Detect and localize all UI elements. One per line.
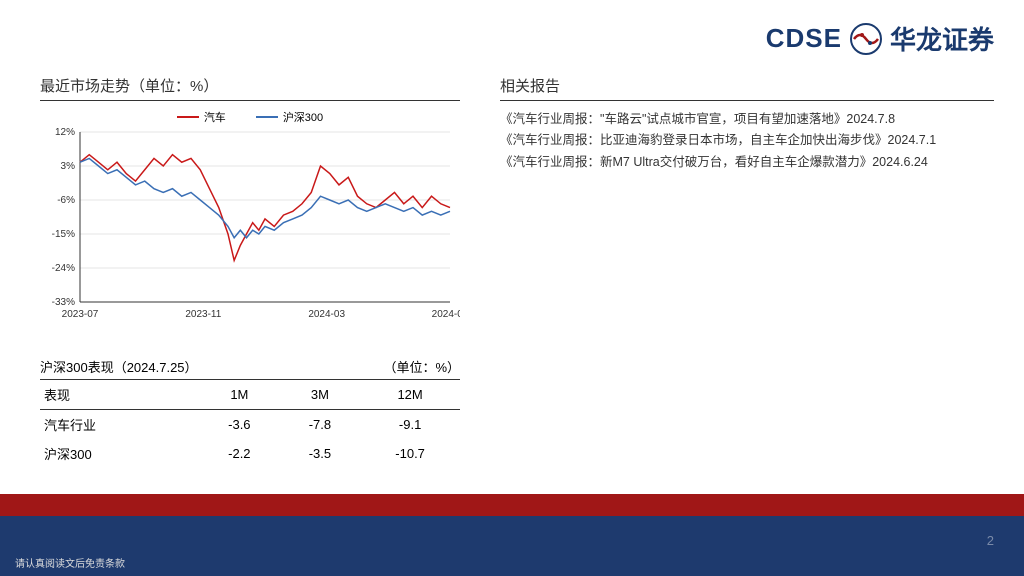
svg-text:2024-07: 2024-07 [432, 309, 460, 320]
report-item: 《汽车行业周报："车路云"试点城市官宣，项目有望加速落地》2024.7.8 [500, 109, 994, 130]
table-header: 1M [199, 380, 280, 410]
table-header: 12M [360, 380, 460, 410]
performance-table: 表现1M3M12M 汽车行业-3.6-7.8-9.1沪深300-2.2-3.5-… [40, 380, 460, 468]
svg-text:12%: 12% [55, 127, 75, 138]
svg-text:-6%: -6% [57, 195, 75, 206]
legend-label: 汽车 [204, 109, 226, 125]
report-item: 《汽车行业周报：新M7 Ultra交付破万台，看好自主车企爆款潜力》2024.6… [500, 152, 994, 173]
logo-cdse-text: CDSE [766, 23, 842, 54]
table-row: 汽车行业-3.6-7.8-9.1 [40, 410, 460, 440]
table-cell: -3.6 [199, 410, 280, 440]
table-cell: -9.1 [360, 410, 460, 440]
brand-logo: CDSE 华龙证券 [766, 20, 994, 57]
legend-item: 汽车 [177, 109, 226, 125]
table-cell: -7.8 [280, 410, 361, 440]
footer-red-bar [0, 494, 1024, 516]
table-title-left: 沪深300表现（2024.7.25） [40, 357, 198, 376]
chart-section-title: 最近市场走势（单位：%） [40, 75, 460, 101]
svg-text:2024-03: 2024-03 [308, 309, 345, 320]
table-cell: -2.2 [199, 439, 280, 468]
logo-cn-text: 华龙证券 [890, 20, 994, 57]
table-cell: 沪深300 [40, 439, 199, 468]
table-header: 表现 [40, 380, 199, 410]
svg-text:3%: 3% [61, 161, 76, 172]
reports-section-title: 相关报告 [500, 75, 994, 101]
svg-text:2023-11: 2023-11 [185, 309, 221, 320]
table-row: 沪深300-2.2-3.5-10.7 [40, 439, 460, 468]
svg-text:-24%: -24% [52, 263, 75, 274]
footer-disclaimer: 请认真阅读文后免责条款 [15, 555, 125, 570]
table-cell: -10.7 [360, 439, 460, 468]
legend-swatch [256, 116, 278, 118]
legend-label: 沪深300 [283, 109, 323, 125]
table-cell: 汽车行业 [40, 410, 199, 440]
market-trend-chart: -33% -24% -15% -6% 3% 12% 2023-07 2023-11 2024-0… [40, 127, 460, 337]
reports-list: 《汽车行业周报："车路云"试点城市官宣，项目有望加速落地》2024.7.8《汽车… [500, 109, 994, 173]
table-title-right: （单位：%） [383, 357, 460, 376]
table-cell: -3.5 [280, 439, 361, 468]
legend-swatch [177, 116, 199, 118]
table-title-row: 沪深300表现（2024.7.25） （单位：%） [40, 357, 460, 380]
report-item: 《汽车行业周报：比亚迪海豹登录日本市场，自主车企加快出海步伐》2024.7.1 [500, 130, 994, 151]
footer-navy-bar [0, 516, 1024, 576]
table-header: 3M [280, 380, 361, 410]
svg-text:2023-07: 2023-07 [62, 309, 99, 320]
logo-swirl-icon [850, 23, 882, 55]
left-column: 最近市场走势（单位：%） 汽车沪深300 -33%-24%-15%-6%3%12… [40, 75, 460, 468]
line-chart-svg: -33% -24% -15% -6% 3% 12% 2023-07 2023-11 2024-0… [40, 127, 460, 327]
page-number: 2 [987, 533, 994, 548]
svg-text:-15%: -15% [52, 229, 75, 240]
svg-text:-33%: -33% [52, 297, 75, 308]
right-column: 相关报告 《汽车行业周报："车路云"试点城市官宣，项目有望加速落地》2024.7… [500, 75, 994, 468]
chart-legend: 汽车 沪深300 [40, 109, 460, 125]
legend-item: 沪深300 [256, 109, 323, 125]
